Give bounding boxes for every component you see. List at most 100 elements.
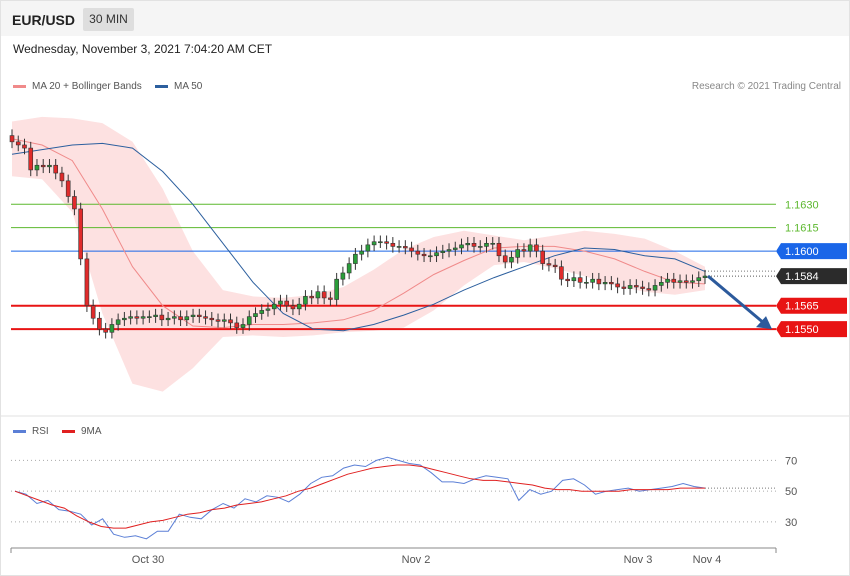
candle <box>403 240 408 255</box>
candle <box>696 271 702 287</box>
candle <box>278 294 283 311</box>
level-tag-bg <box>776 321 847 338</box>
candle-body <box>446 249 452 252</box>
candle <box>309 290 314 305</box>
candle <box>459 238 464 255</box>
candle <box>658 276 664 292</box>
candle-body <box>328 297 333 300</box>
candle-body <box>346 263 352 274</box>
candle-body <box>184 316 190 321</box>
level-tag-bg <box>776 243 847 260</box>
candle <box>427 249 433 263</box>
candle <box>328 291 333 306</box>
candle-body <box>309 296 314 299</box>
candle-body <box>646 288 652 291</box>
candle <box>40 159 46 174</box>
rsi-tick-50: 50 <box>785 486 797 498</box>
candle <box>521 243 527 258</box>
candle-body <box>634 285 639 288</box>
candle <box>115 313 121 331</box>
candle-body <box>165 317 171 321</box>
legend-9ma: 9MA <box>62 426 102 437</box>
candle <box>184 310 190 327</box>
candle-body <box>196 314 202 317</box>
candle <box>415 244 421 261</box>
candle <box>596 272 602 291</box>
candle-body <box>490 242 496 245</box>
candle <box>321 285 327 305</box>
candle-body <box>178 316 183 321</box>
rsi-swatch <box>13 430 26 433</box>
candle <box>153 308 158 323</box>
candle-body <box>9 135 15 143</box>
candle-body <box>571 277 577 282</box>
candle-body <box>278 300 283 305</box>
level-tag-bg <box>776 268 847 285</box>
candle <box>90 299 96 325</box>
candle-body <box>465 242 471 246</box>
candle <box>97 311 102 336</box>
time-axis: Oct 30 Nov 2 Nov 3 Nov 4 <box>10 547 777 566</box>
candle-body <box>172 316 177 319</box>
candle <box>340 266 346 286</box>
timeframe-button[interactable]: 30 MIN <box>83 8 134 31</box>
candle-body <box>72 196 77 210</box>
candle <box>9 129 15 149</box>
symbol-title: EUR/USD <box>12 12 76 28</box>
candle-body <box>683 280 689 283</box>
candle-body <box>440 250 446 253</box>
candle <box>253 307 258 323</box>
candle <box>140 310 146 325</box>
candle-body <box>221 319 227 322</box>
candle-body <box>303 296 308 305</box>
candle-body <box>615 283 620 288</box>
candle-body <box>122 317 127 321</box>
legend-9ma-label: 9MA <box>81 426 102 437</box>
candle-body <box>97 317 102 330</box>
candle-body <box>371 241 377 246</box>
candle <box>303 290 308 311</box>
candle-body <box>596 278 602 285</box>
candle-body <box>284 300 290 307</box>
candle-body <box>577 277 583 283</box>
rsi-panel: 70 50 30 <box>11 455 797 540</box>
candle <box>59 166 65 188</box>
candle-body <box>147 316 152 318</box>
level-label-1.1615: 1.1615 <box>785 223 819 235</box>
candle-body <box>552 264 558 268</box>
candle-body <box>103 328 108 333</box>
candle <box>53 159 59 180</box>
candle <box>15 135 21 152</box>
candle <box>615 277 620 294</box>
candle <box>47 159 52 174</box>
candle-body <box>359 250 364 255</box>
candle <box>477 240 483 253</box>
candle-body <box>590 278 595 283</box>
candle-body <box>540 250 545 264</box>
candle-body <box>28 147 34 171</box>
rsi-line <box>14 456 706 540</box>
candle <box>552 258 558 273</box>
candle <box>203 310 208 325</box>
candle-body <box>677 280 683 283</box>
candle-body <box>215 319 221 322</box>
x-tick-label: Nov 3 <box>624 554 653 566</box>
candle-body <box>228 319 233 324</box>
candle <box>296 297 302 316</box>
candle <box>28 141 34 177</box>
candle-body <box>602 282 608 285</box>
candle-body <box>640 286 645 289</box>
legend-ma20-label: MA 20 + Bollinger Bands <box>32 81 142 92</box>
candle-body <box>396 246 402 248</box>
candle <box>534 238 539 258</box>
candle-body <box>421 253 427 257</box>
candle <box>440 244 446 259</box>
candle <box>190 308 196 323</box>
candle-body <box>340 272 346 280</box>
candle-body <box>115 319 121 325</box>
candle-body <box>696 277 702 282</box>
candle <box>172 310 177 325</box>
candle <box>677 274 683 289</box>
candle <box>640 280 645 295</box>
legend-ma50: MA 50 <box>155 81 202 92</box>
